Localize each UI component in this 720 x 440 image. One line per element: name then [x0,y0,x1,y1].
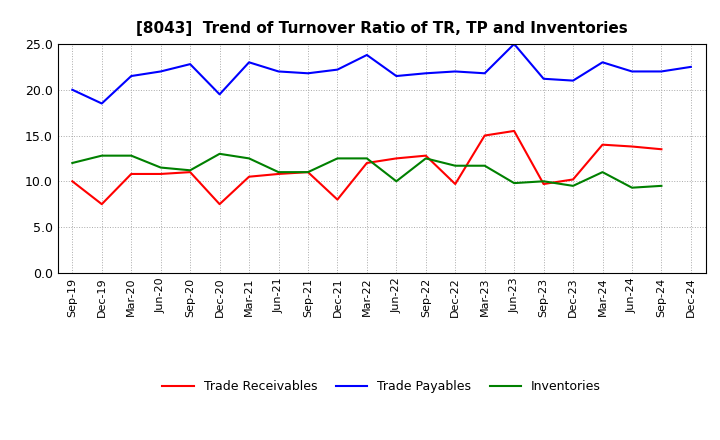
Inventories [657,183,666,188]
Line: Inventories: Inventories [72,154,662,188]
Trade Receivables [186,169,194,175]
Trade Payables [274,69,283,74]
Trade Receivables [156,171,165,176]
Trade Payables [68,87,76,92]
Trade Receivables [333,197,342,202]
Trade Receivables [539,181,548,187]
Trade Receivables [363,160,372,165]
Inventories [97,153,106,158]
Trade Payables [363,52,372,58]
Inventories [68,160,76,165]
Inventories [127,153,135,158]
Line: Trade Receivables: Trade Receivables [72,131,662,204]
Trade Receivables [657,147,666,152]
Trade Receivables [127,171,135,176]
Inventories [245,156,253,161]
Inventories [304,169,312,175]
Trade Payables [392,73,400,79]
Trade Receivables [569,177,577,182]
Trade Payables [569,78,577,83]
Trade Receivables [451,181,459,187]
Trade Payables [510,41,518,47]
Trade Payables [156,69,165,74]
Inventories [421,156,430,161]
Trade Payables [97,101,106,106]
Legend: Trade Receivables, Trade Payables, Inventories: Trade Receivables, Trade Payables, Inven… [157,375,606,398]
Trade Payables [598,60,607,65]
Inventories [156,165,165,170]
Inventories [569,183,577,188]
Inventories [186,168,194,173]
Trade Receivables [510,128,518,134]
Trade Receivables [215,202,224,207]
Trade Payables [480,71,489,76]
Trade Receivables [245,174,253,180]
Inventories [392,179,400,184]
Title: [8043]  Trend of Turnover Ratio of TR, TP and Inventories: [8043] Trend of Turnover Ratio of TR, TP… [136,21,627,36]
Trade Receivables [598,142,607,147]
Inventories [274,169,283,175]
Trade Payables [539,76,548,81]
Trade Payables [687,64,696,70]
Trade Receivables [628,144,636,149]
Trade Receivables [304,169,312,175]
Trade Payables [657,69,666,74]
Trade Receivables [274,171,283,176]
Trade Payables [304,71,312,76]
Trade Payables [421,71,430,76]
Trade Receivables [97,202,106,207]
Inventories [333,156,342,161]
Trade Payables [186,62,194,67]
Trade Receivables [421,153,430,158]
Inventories [363,156,372,161]
Trade Payables [628,69,636,74]
Inventories [451,163,459,169]
Inventories [510,180,518,186]
Trade Payables [451,69,459,74]
Trade Payables [215,92,224,97]
Trade Payables [333,67,342,72]
Inventories [628,185,636,191]
Inventories [539,179,548,184]
Inventories [598,169,607,175]
Trade Receivables [68,179,76,184]
Line: Trade Payables: Trade Payables [72,44,691,103]
Trade Payables [127,73,135,79]
Trade Receivables [480,133,489,138]
Inventories [215,151,224,157]
Trade Payables [245,60,253,65]
Inventories [480,163,489,169]
Trade Receivables [392,156,400,161]
